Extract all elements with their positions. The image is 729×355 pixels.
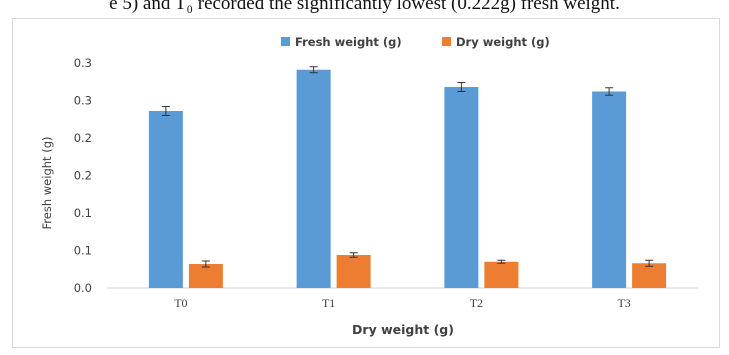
legend-label-fresh: Fresh weight (g) [295,35,402,49]
legend-swatch-dry [442,37,451,46]
bars [148,69,667,288]
x-tick-label: T1 [322,296,335,310]
y-tick-label: 0.3 [74,56,92,70]
y-axis-title: Fresh weight (g) [40,137,54,230]
y-tick-label: 0.2 [74,169,92,183]
bar-dry-weight [188,264,223,288]
bar-fresh-weight [148,111,183,288]
y-tick-label: 0.1 [74,206,92,220]
y-tick-labels: 0.0 0.1 0.1 0.2 0.2 0.3 0.3 [74,56,92,295]
bar-dry-weight [484,261,519,288]
bar-fresh-weight [592,91,627,288]
bar-dry-weight [336,255,371,288]
legend: Fresh weight (g) Dry weight (g) [281,35,550,49]
x-tick-labels: T0 T1 T2 T3 [174,296,631,310]
y-tick-label: 0.0 [74,281,92,295]
x-tick-label: T3 [617,296,630,310]
y-tick-label: 0.3 [74,94,92,108]
y-tick-label: 0.2 [74,131,92,145]
x-tick-label: T0 [174,296,187,310]
caption-text: e 5) and T₀ recorded the significantly l… [109,0,620,14]
y-tick-label: 0.1 [74,244,92,258]
error-bars [161,66,654,268]
bar-fresh-weight [296,69,331,288]
x-tick-label: T2 [470,296,483,310]
legend-swatch-fresh [281,37,290,46]
legend-label-dry: Dry weight (g) [456,35,550,49]
bar-dry-weight [632,263,667,288]
x-axis-title: Dry weight (g) [352,322,454,337]
bar-fresh-weight [444,87,479,288]
